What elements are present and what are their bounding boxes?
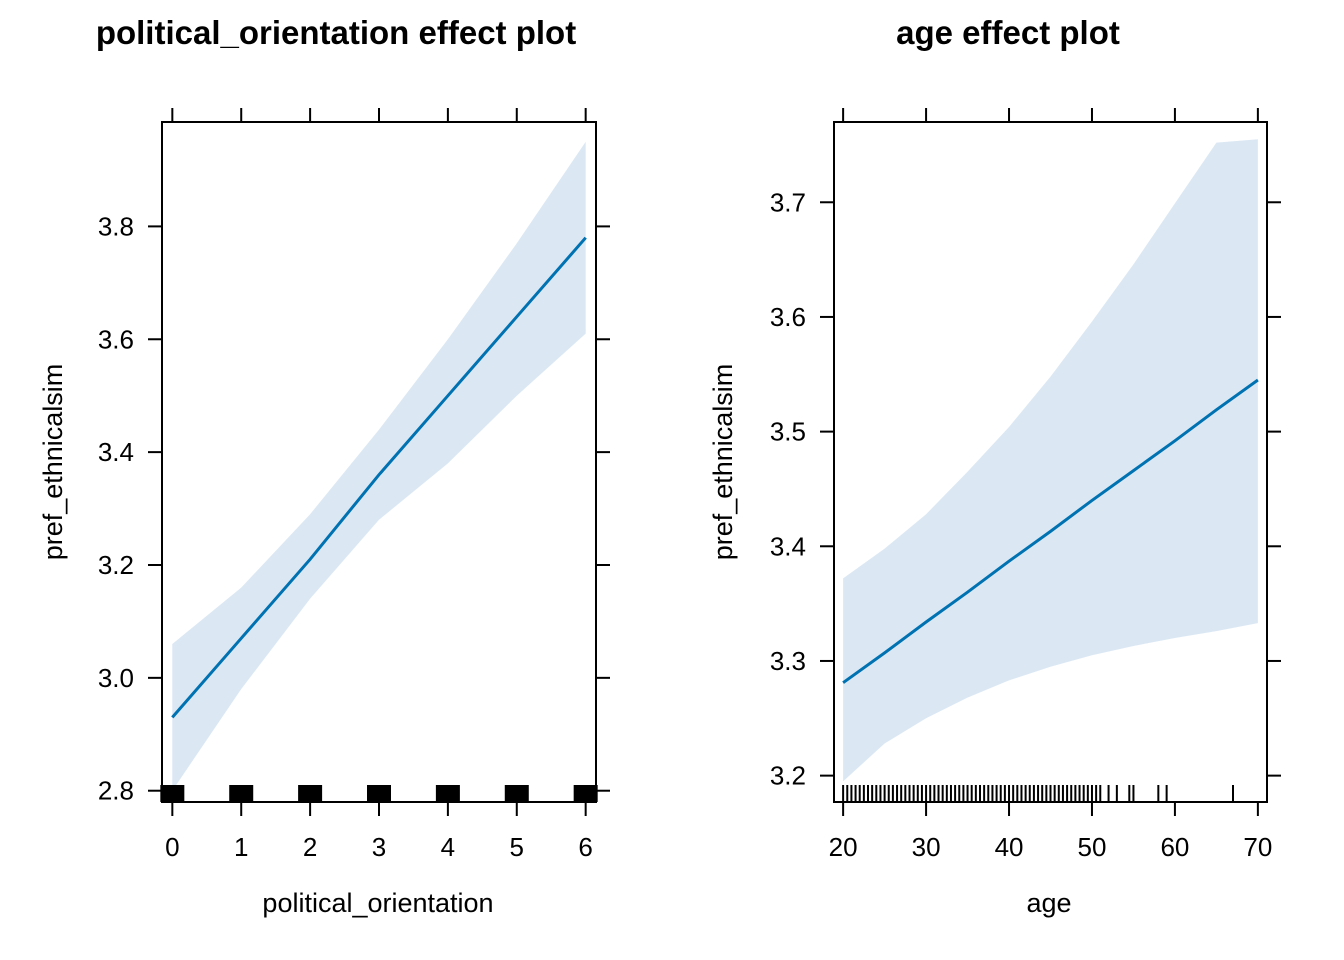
rug-mark (435, 785, 460, 802)
age-effect-panel: age effect plot age pref_ethnicalsim 20 3… (708, 14, 1281, 918)
y-tick-label: 3.4 (770, 531, 806, 561)
x-tick-label: 50 (1078, 832, 1107, 862)
panel-title: age effect plot (896, 14, 1120, 51)
x-tick-label: 5 (510, 832, 524, 862)
rug-mark (160, 785, 185, 802)
rug-mark (298, 785, 323, 802)
rug-mark (367, 785, 391, 802)
rug-mark (504, 785, 529, 802)
y-tick-label: 2.8 (98, 776, 134, 806)
y-tick-label: 3.5 (770, 417, 806, 447)
y-axis-label: pref_ethnicalsim (708, 364, 738, 561)
y-tick-label: 3.2 (98, 550, 134, 580)
y-tick-label: 3.4 (98, 437, 134, 467)
y-tick-label: 3.6 (770, 302, 806, 332)
x-tick-label: 40 (995, 832, 1024, 862)
x-tick-label: 70 (1243, 832, 1272, 862)
x-axis-label: political_orientation (262, 888, 493, 918)
y-tick-label: 3.3 (770, 646, 806, 676)
x-tick-label: 6 (578, 832, 592, 862)
x-tick-label: 2 (303, 832, 317, 862)
y-tick-label: 3.0 (98, 663, 134, 693)
x-tick-label: 0 (165, 832, 179, 862)
confidence-band (843, 139, 1258, 782)
x-tick-label: 3 (372, 832, 386, 862)
x-tick-label: 4 (441, 832, 455, 862)
x-tick-label: 30 (912, 832, 941, 862)
rug-mark (573, 785, 598, 802)
plot-frame (833, 121, 1268, 803)
fitted-line (842, 378, 1259, 684)
x-tick-label: 60 (1160, 832, 1189, 862)
y-tick-label: 3.6 (98, 324, 134, 354)
panel-title: political_orientation effect plot (96, 14, 576, 51)
y-tick-label: 3.2 (770, 761, 806, 791)
confidence-band (172, 141, 586, 791)
y-tick-label: 3.7 (770, 187, 806, 217)
y-axis-label: pref_ethnicalsim (38, 364, 68, 561)
political-orientation-effect-panel: political_orientation effect plot politi… (38, 14, 610, 918)
fitted-line (171, 236, 587, 719)
x-tick-label: 20 (829, 832, 858, 862)
x-axis-label: age (1026, 888, 1071, 918)
rug-mark (229, 785, 254, 802)
y-tick-label: 3.8 (98, 211, 134, 241)
x-tick-label: 1 (234, 832, 248, 862)
